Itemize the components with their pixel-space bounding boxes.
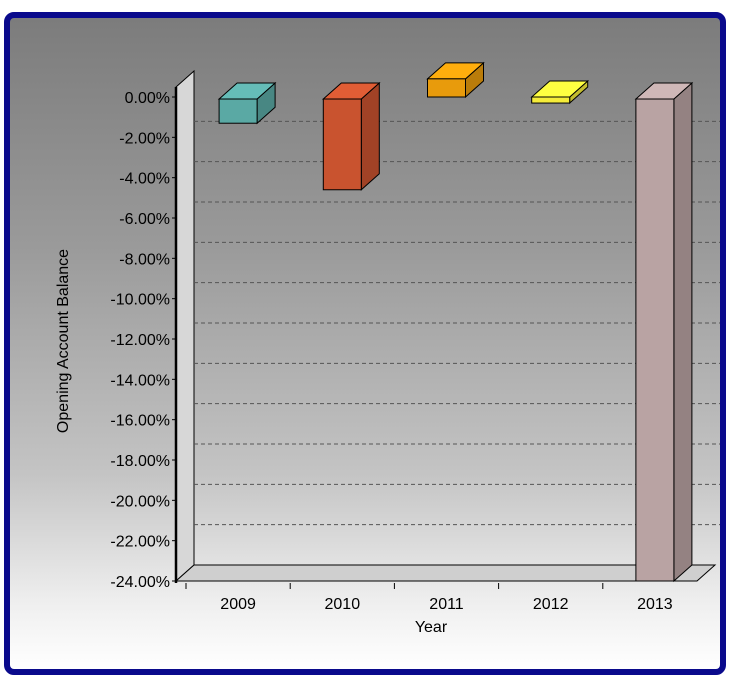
bar-2012 [530, 79, 590, 105]
y-tick-label: -2.00% [119, 130, 170, 147]
bar-side [673, 81, 693, 583]
x-tick-label: 2012 [533, 596, 569, 613]
bars [217, 61, 694, 583]
bar-2010 [321, 81, 381, 191]
y-tick-label: -18.00% [110, 453, 170, 470]
bar-front [531, 96, 571, 104]
x-tick-label: 2011 [429, 596, 464, 613]
y-tick-labels: 0.00% -2.00% -4.00% -6.00% -8.00% -10.00% -12.… [110, 90, 176, 591]
y-tick-label: -20.00% [110, 493, 170, 510]
floor [174, 564, 717, 582]
bar-front [218, 98, 258, 124]
bar-2011 [426, 61, 485, 99]
y-axis-title: Opening Account Balance [55, 249, 72, 433]
y-tick-label: 0.00% [125, 90, 170, 107]
y-tick-label: -22.00% [110, 534, 170, 551]
bar-front [635, 98, 675, 582]
bar-front [427, 78, 466, 98]
y-tick-label: -12.00% [110, 332, 170, 349]
y-tick-label: -4.00% [119, 171, 170, 188]
y-tick-label: -16.00% [110, 413, 170, 430]
bar-front [322, 98, 362, 191]
bar-2013 [634, 81, 694, 583]
x-tick-labels: 2009 2010 2011 2012 2013 [185, 583, 673, 613]
x-tick-label: 2009 [220, 596, 256, 613]
x-tick-label: 2013 [637, 596, 673, 613]
y-tick-label: -6.00% [119, 211, 170, 228]
chart-frame: 0.00% -2.00% -4.00% -6.00% -8.00% -10.00% -12.… [4, 12, 726, 675]
chart-walls [174, 69, 717, 583]
x-tick-label: 2010 [325, 596, 361, 613]
y-tick-label: -10.00% [110, 292, 170, 309]
bar-chart: 0.00% -2.00% -4.00% -6.00% -8.00% -10.00% -12.… [55, 61, 720, 636]
y-tick-label: -8.00% [119, 251, 170, 268]
bar-side [360, 81, 380, 191]
y-tick-label: -14.00% [110, 372, 170, 389]
x-axis-title: Year [415, 619, 448, 636]
y-tick-label: -24.00% [110, 574, 170, 591]
bar-2009 [217, 81, 277, 125]
left-wall [175, 69, 195, 583]
